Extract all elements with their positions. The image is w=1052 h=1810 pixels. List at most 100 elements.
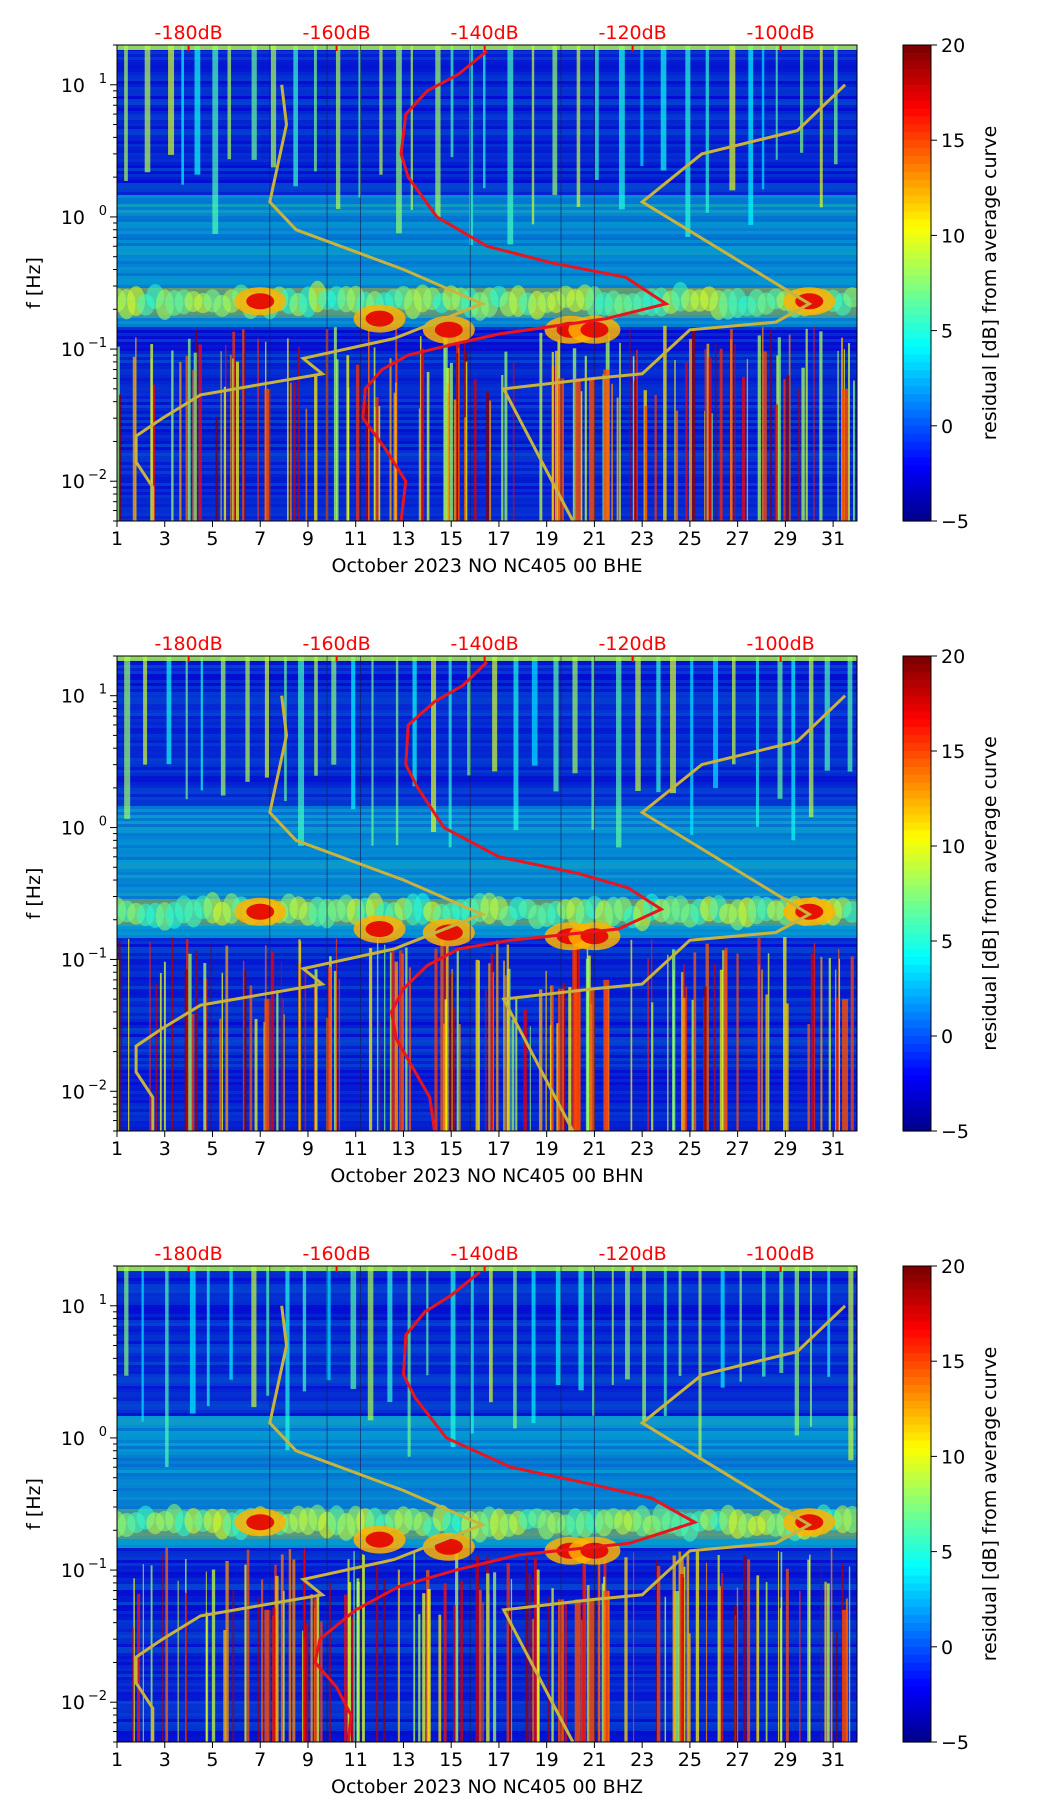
x-tick-label: 15 xyxy=(439,1749,463,1771)
colorbar-tick-label: 0 xyxy=(941,1026,953,1048)
x-tick-label: 27 xyxy=(726,1138,750,1160)
colorbar-swatch xyxy=(903,362,931,371)
noise-model-curve-low xyxy=(134,1305,487,1742)
colorbar-swatch xyxy=(903,1004,931,1013)
colorbar-swatch xyxy=(903,1726,931,1735)
colorbar-swatch xyxy=(903,156,931,165)
colorbar-swatch xyxy=(903,92,931,102)
colorbar-swatch xyxy=(903,743,931,752)
x-tick-label: 29 xyxy=(773,1749,797,1771)
colorbar-swatch xyxy=(903,774,931,784)
colorbar-swatch xyxy=(903,1678,931,1688)
colorbar-swatch xyxy=(903,108,931,117)
db-axis: -180dB -160dB -140dB -120dB -100dB xyxy=(155,22,815,51)
db-label: -100dB xyxy=(747,1243,815,1265)
colorbar-swatch xyxy=(903,60,931,70)
colorbar-swatch xyxy=(903,687,931,697)
colorbar-swatch xyxy=(903,1337,931,1346)
high-freq-streaks xyxy=(124,45,838,246)
colorbar-tick-label: 10 xyxy=(941,225,965,247)
colorbar-swatch xyxy=(903,1297,931,1307)
colorbar-swatch xyxy=(903,1392,931,1402)
colorbar-swatch xyxy=(903,782,931,792)
top-strip xyxy=(117,1266,857,1271)
x-tick-label: 23 xyxy=(630,1138,654,1160)
x-tick-label: 23 xyxy=(630,528,654,550)
db-axis: -180dB -160dB -140dB -120dB -100dB xyxy=(155,1243,815,1272)
colorbar-swatch xyxy=(903,140,931,149)
colorbar-swatch xyxy=(903,695,931,705)
colorbar-swatch xyxy=(903,378,931,387)
colorbar-swatch xyxy=(903,1400,931,1410)
axes-frame xyxy=(116,44,858,522)
colorbar-swatch xyxy=(903,52,931,62)
x-tick-label: 21 xyxy=(582,1138,606,1160)
low-freq-spikes xyxy=(117,936,854,1131)
colorbar-swatch xyxy=(903,1519,931,1529)
colorbar-swatch xyxy=(903,195,931,205)
colorbar-swatch xyxy=(903,1440,931,1450)
colorbar-tick-label: 15 xyxy=(941,130,965,152)
y-tick-label: 10 xyxy=(61,207,85,229)
db-label: -160dB xyxy=(303,22,371,44)
colorbar-swatch xyxy=(903,719,931,728)
colorbar-swatch xyxy=(903,798,931,808)
x-tick-label: 11 xyxy=(344,1138,368,1160)
colorbar-swatch xyxy=(903,1036,931,1045)
x-tick-label: 9 xyxy=(302,528,314,550)
colorbar-swatch xyxy=(903,1591,931,1600)
colorbar-swatch xyxy=(903,758,931,768)
colorbar-swatch xyxy=(903,711,931,720)
axes-frame xyxy=(116,1265,858,1743)
colorbar-swatch xyxy=(903,370,931,379)
colorbar-swatch xyxy=(903,917,931,926)
colorbar: 20 15 10 5 0 −5 residual [dB] from average cur… xyxy=(902,646,1001,1143)
colorbar-swatch xyxy=(903,164,931,173)
colorbar-swatch xyxy=(903,1527,931,1537)
colorbar-swatch xyxy=(903,1043,931,1053)
colorbar-swatch xyxy=(903,402,931,411)
y-tick-label: 10 xyxy=(61,1560,85,1582)
colorbar-swatch xyxy=(903,1099,931,1108)
y-axis-label: f [Hz] xyxy=(23,257,45,309)
colorbar-swatch xyxy=(903,132,931,141)
colorbar-swatch xyxy=(903,1662,931,1672)
colorbar-swatch xyxy=(903,901,931,910)
x-tick-label: 31 xyxy=(821,1138,845,1160)
colorbar-swatch xyxy=(903,1329,931,1338)
y-tick-exponent: −2 xyxy=(88,1689,107,1704)
colorbar-swatch xyxy=(903,679,931,689)
colorbar-swatch xyxy=(903,1638,931,1648)
colorbar-swatch xyxy=(903,1551,931,1561)
x-tick-label: 1 xyxy=(111,528,123,550)
colorbar: 20 15 10 5 0 −5 residual [dB] from average cur… xyxy=(902,1256,1001,1754)
colorbar-swatch xyxy=(903,330,931,340)
colorbar-label: residual [dB] from average curve xyxy=(979,126,1001,441)
x-tick-label: 25 xyxy=(678,1138,702,1160)
colorbar-swatch xyxy=(903,1654,931,1664)
x-tick-label: 15 xyxy=(439,1138,463,1160)
x-tick-label: 1 xyxy=(111,1749,123,1771)
colorbar-swatch xyxy=(903,885,931,895)
colorbar-swatch xyxy=(903,497,931,506)
colorbar-tick-label: 10 xyxy=(941,836,965,858)
x-tick-label: 21 xyxy=(582,1749,606,1771)
colorbar-swatch xyxy=(903,1472,931,1481)
colorbar-swatch xyxy=(903,346,931,355)
x-tick-label: 7 xyxy=(254,528,266,550)
colorbar-swatch xyxy=(903,1012,931,1021)
colorbar-swatch xyxy=(903,1607,931,1616)
x-tick-label: 31 xyxy=(821,528,845,550)
x-tick-label: 13 xyxy=(391,528,415,550)
colorbar-swatch xyxy=(903,417,931,427)
x-tick-label: 13 xyxy=(391,1749,415,1771)
colorbar-swatch xyxy=(903,1353,931,1362)
colorbar-swatch xyxy=(903,1091,931,1100)
colorbar-swatch xyxy=(903,853,931,863)
spectrogram-field xyxy=(117,656,857,1131)
colorbar-swatch xyxy=(903,861,931,871)
colorbar-swatch xyxy=(903,1567,931,1576)
